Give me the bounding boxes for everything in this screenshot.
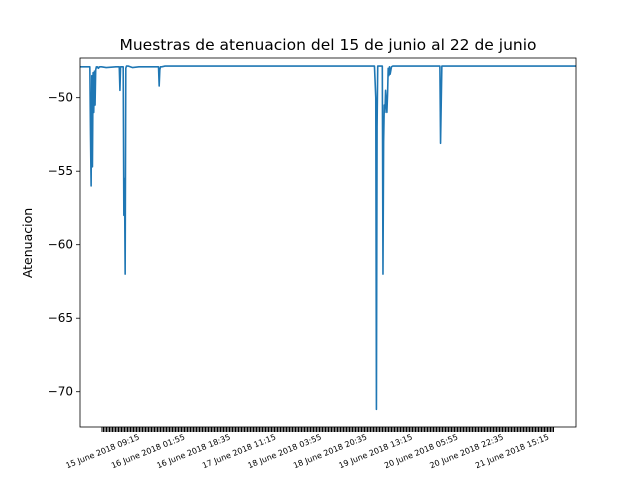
plot-area bbox=[80, 58, 576, 427]
y-tick-label: −60 bbox=[48, 238, 73, 252]
chart-title: Muestras de atenuacion del 15 de junio a… bbox=[119, 36, 536, 54]
plot-frame bbox=[79, 57, 577, 428]
y-tick-label: −50 bbox=[48, 91, 73, 105]
y-axis-label: Atenuacion bbox=[20, 208, 35, 278]
y-tick-label: −55 bbox=[48, 164, 73, 178]
plot-layer bbox=[80, 65, 576, 411]
y-tick-label: −65 bbox=[48, 311, 73, 325]
y-tick-label: −70 bbox=[48, 385, 73, 399]
series-line bbox=[80, 65, 576, 411]
y-axis: −50 −55 −60 −65 −70 bbox=[48, 91, 80, 399]
